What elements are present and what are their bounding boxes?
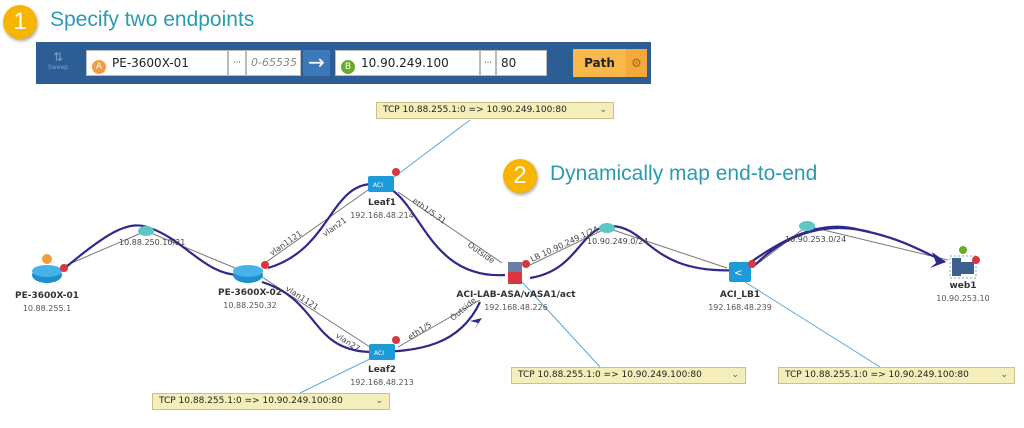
- router-icon: [32, 265, 62, 283]
- chevron-down-icon: ⌄: [599, 105, 607, 115]
- path-toolbar: ⇅ Sweep A PE-3600X-01 ··· 0-65535 → B 10.90…: [36, 42, 651, 84]
- node-ip: 192.168.48.213: [350, 378, 414, 387]
- node-ip: 192.168.48.239: [708, 303, 772, 312]
- tooltip-text: TCP 10.88.255.1:0 => 10.90.249.100:80: [159, 396, 343, 406]
- tooltip-text: TCP 10.88.255.1:0 => 10.90.249.100:80: [785, 370, 969, 380]
- arrowhead-icon: [470, 318, 482, 330]
- endpoint-a-badge: [42, 254, 52, 264]
- svg-text:<: <: [734, 268, 742, 279]
- node-ip: 10.88.255.1: [22, 304, 72, 313]
- path-curves: [64, 182, 946, 354]
- switch-icon: ACI: [368, 176, 394, 192]
- link-label: vlan27: [334, 331, 362, 353]
- source-port-input[interactable]: 0-65535: [246, 50, 301, 76]
- svg-text:ACI: ACI: [374, 350, 384, 357]
- server-icon: [949, 255, 977, 279]
- tooltip-text: TCP 10.88.255.1:0 => 10.90.249.100:80: [383, 105, 567, 115]
- source-more-button[interactable]: ···: [228, 50, 246, 76]
- node-ip: 10.88.250.32: [223, 301, 277, 310]
- destination-port-input[interactable]: 80: [496, 50, 547, 76]
- step-1-badge: 1: [3, 5, 37, 39]
- flow-tooltip-dropdown[interactable]: TCP 10.88.255.1:0 => 10.90.249.100:80 ⌄: [778, 367, 1015, 384]
- destination-more-button[interactable]: ···: [480, 50, 496, 76]
- router-icon: [233, 265, 263, 283]
- chevron-down-icon: ⌄: [375, 396, 383, 406]
- swap-arrow-button[interactable]: →: [303, 50, 330, 76]
- source-badge: A: [92, 60, 106, 74]
- link-label: eth1/5.31: [411, 196, 448, 226]
- cloud-icons: [138, 221, 815, 236]
- node-label[interactable]: ACI-LAB-ASA/vASA1/act: [456, 290, 576, 300]
- sweep-label: Sweep: [48, 64, 68, 71]
- link-label: eth1/5: [406, 320, 433, 341]
- node-label[interactable]: ACI_LB1: [719, 290, 761, 300]
- node-label[interactable]: PE-3600X-01: [15, 291, 79, 301]
- gear-icon[interactable]: ⚙: [626, 49, 647, 77]
- link-label: Outside: [466, 240, 497, 265]
- step-2-badge: 2: [503, 159, 537, 193]
- link-label: vlan21: [321, 216, 348, 239]
- node-label[interactable]: web1: [949, 281, 977, 291]
- destination-badge: B: [341, 60, 355, 74]
- arrowhead-icon: [930, 252, 946, 268]
- node-label[interactable]: Leaf2: [367, 365, 397, 375]
- firewall-icon: [508, 262, 522, 284]
- svg-text:ACI: ACI: [373, 182, 383, 189]
- chevron-down-icon: ⌄: [1000, 370, 1008, 380]
- node-ip: 192.168.48.226: [484, 303, 548, 312]
- link-label: 10.90.249.0/24: [587, 237, 648, 246]
- tooltip-text: TCP 10.88.255.1:0 => 10.90.249.100:80: [518, 370, 702, 380]
- node-ip: 10.90.253.10: [936, 294, 990, 303]
- flow-tooltip-dropdown[interactable]: TCP 10.88.255.1:0 => 10.90.249.100:80 ⌄: [511, 367, 746, 384]
- status-plus-icons: [60, 168, 980, 344]
- sweep-icon: ⇅: [52, 50, 64, 64]
- node-label[interactable]: PE-3600X-02: [218, 288, 282, 298]
- chevron-down-icon: ⌄: [731, 370, 739, 380]
- source-input[interactable]: A PE-3600X-01: [86, 50, 228, 76]
- step-2-text: Dynamically map end-to-end: [550, 162, 818, 185]
- node-label[interactable]: Leaf1: [367, 198, 397, 208]
- source-value: PE-3600X-01: [112, 56, 189, 70]
- step-1-text: Specify two endpoints: [50, 8, 255, 31]
- load-balancer-icon: <: [729, 262, 751, 282]
- switch-icon: ACI: [369, 344, 395, 360]
- path-button[interactable]: Path: [573, 49, 626, 77]
- link-lines: [59, 189, 949, 348]
- node-ip: 192.168.48.214: [350, 211, 414, 220]
- link-label: 10.88.250.10/31: [119, 238, 185, 247]
- flow-tooltip-dropdown[interactable]: TCP 10.88.255.1:0 => 10.90.249.100:80 ⌄: [152, 393, 390, 410]
- sweep-button[interactable]: ⇅ Sweep: [46, 50, 70, 71]
- destination-input[interactable]: B 10.90.249.100: [335, 50, 480, 76]
- destination-value: 10.90.249.100: [361, 56, 449, 70]
- flow-tooltip-dropdown[interactable]: TCP 10.88.255.1:0 => 10.90.249.100:80 ⌄: [376, 102, 614, 119]
- link-label: 10.90.253.0/24: [785, 235, 846, 244]
- endpoint-b-badge: [959, 246, 967, 254]
